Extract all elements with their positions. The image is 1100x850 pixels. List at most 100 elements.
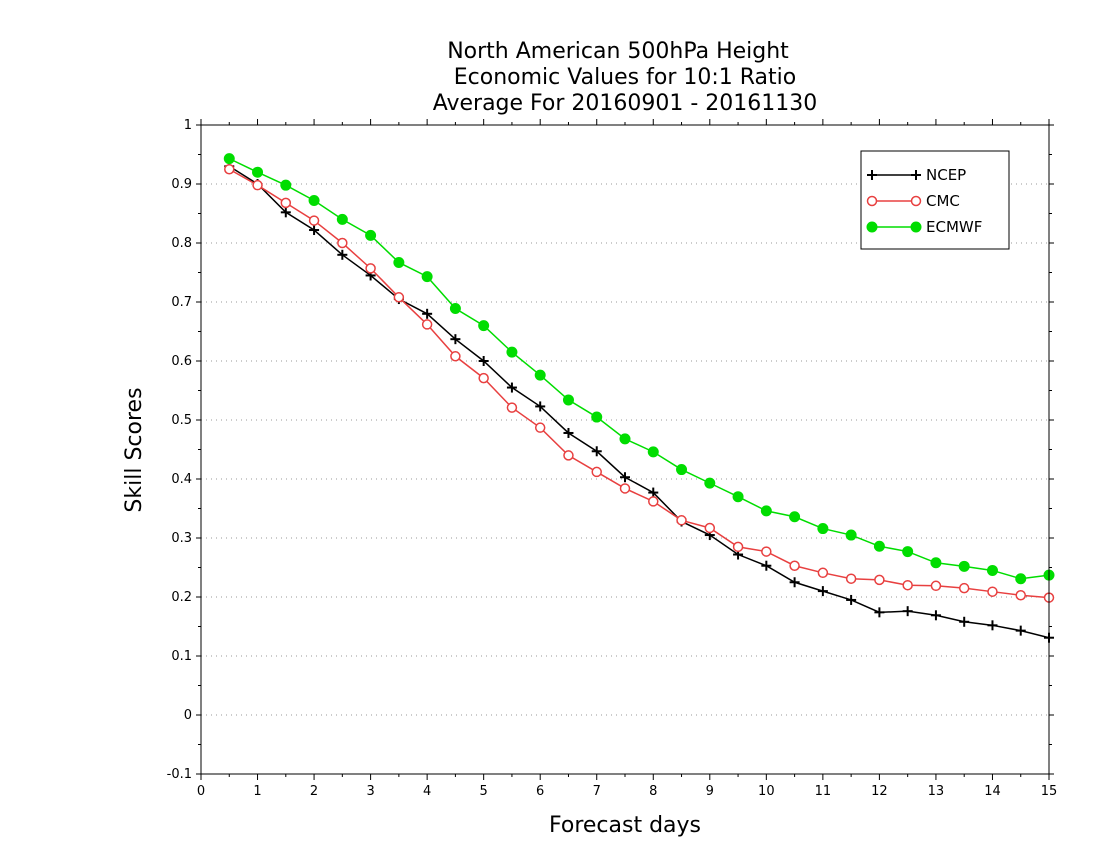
- data-point-ncep: [1015, 625, 1026, 636]
- data-point-ecmwf: [365, 229, 377, 241]
- data-point-ncep: [422, 308, 433, 319]
- data-point-ncep: [591, 446, 602, 457]
- data-point-cmc: [308, 215, 320, 226]
- y-tick-label: 0: [184, 708, 192, 723]
- data-point-ncep: [987, 620, 998, 631]
- data-point-ecmwf: [393, 256, 405, 268]
- data-point-ecmwf: [902, 546, 914, 558]
- series-cmc: [224, 164, 1055, 603]
- data-point-cmc: [648, 496, 659, 507]
- data-point-cmc: [845, 573, 857, 584]
- data-point-ecmwf: [534, 369, 546, 381]
- data-point-ecmwf: [308, 195, 320, 207]
- data-point-ecmwf: [506, 346, 518, 358]
- x-tick-label: 12: [871, 784, 888, 799]
- data-point-ecmwf: [252, 166, 264, 178]
- x-tick-label: 11: [815, 784, 832, 799]
- x-tick-label: 6: [536, 784, 544, 799]
- x-tick-label: 4: [423, 784, 431, 799]
- y-tick-label: 0.9: [171, 177, 192, 192]
- data-point-ncep: [620, 472, 630, 483]
- data-point-ecmwf: [986, 564, 998, 576]
- gridlines: [201, 183, 1049, 716]
- x-tick-label: 3: [366, 784, 374, 799]
- data-point-ncep: [846, 594, 857, 605]
- data-point-cmc: [958, 582, 970, 594]
- data-point-ecmwf: [478, 320, 490, 332]
- data-point-cmc: [676, 515, 687, 526]
- y-tick-label: 0.2: [171, 590, 192, 605]
- data-point-ecmwf: [449, 302, 461, 314]
- data-point-cmc: [817, 567, 829, 579]
- data-point-ncep: [506, 382, 517, 393]
- data-point-cmc: [450, 351, 461, 362]
- data-point-ncep: [337, 249, 348, 260]
- data-point-cmc: [874, 574, 885, 586]
- legend-label-ncep: NCEP: [926, 166, 966, 184]
- legend-item-cmc: CMC: [866, 192, 960, 210]
- data-point-ncep: [450, 334, 461, 345]
- legend-item-ecmwf: ECMWF: [866, 218, 982, 236]
- data-point-ecmwf: [562, 394, 574, 406]
- x-tick-label: 13: [928, 784, 945, 799]
- data-point-ecmwf: [619, 433, 631, 445]
- data-point-ncep: [535, 401, 546, 412]
- series-ecmwf: [223, 153, 1055, 585]
- x-tick-label: 9: [706, 784, 714, 799]
- y-tick-label: 0.7: [171, 295, 192, 310]
- title-line-3: Average For 20160901 - 20161130: [433, 91, 818, 116]
- data-point-ecmwf: [930, 557, 942, 569]
- legend-marker-cmc: [910, 195, 922, 207]
- legend-marker-cmc: [866, 195, 878, 207]
- x-tick-label: 5: [480, 784, 488, 799]
- title-line-1: North American 500hPa Height: [447, 39, 789, 64]
- x-tick-label: 10: [758, 784, 775, 799]
- series-layer: [223, 153, 1055, 643]
- data-point-cmc: [478, 372, 489, 384]
- x-tick-label: 2: [310, 784, 318, 799]
- data-point-cmc: [987, 586, 998, 597]
- data-point-ncep: [309, 225, 320, 236]
- data-point-ncep: [874, 607, 885, 618]
- data-point-ecmwf: [223, 153, 235, 165]
- legend-marker-ncep: [911, 170, 921, 180]
- data-point-ecmwf: [760, 505, 772, 517]
- legend-label-cmc: CMC: [926, 192, 960, 210]
- plot-area-frame: [200, 124, 1050, 775]
- data-point-cmc: [252, 179, 263, 191]
- data-point-ecmwf: [676, 464, 688, 476]
- y-tick-label: 0.1: [171, 649, 192, 664]
- data-point-ncep: [761, 560, 772, 571]
- x-tick-label: 8: [649, 784, 657, 799]
- legend-marker-ncep: [867, 170, 877, 180]
- data-point-ncep: [930, 610, 941, 621]
- data-point-cmc: [280, 197, 292, 209]
- legend-marker-ecmwf: [910, 221, 922, 233]
- y-tick-label: 1: [184, 118, 192, 133]
- y-tick-label: 0.6: [171, 354, 192, 369]
- data-point-cmc: [704, 522, 716, 534]
- legend-label-ecmwf: ECMWF: [926, 218, 982, 236]
- data-point-ecmwf: [873, 540, 885, 552]
- y-axis-label: Skill Scores: [122, 387, 147, 512]
- data-point-ncep: [478, 356, 489, 366]
- data-point-ecmwf: [817, 523, 829, 535]
- legend-marker-ecmwf: [866, 221, 878, 233]
- data-point-cmc: [789, 560, 800, 571]
- y-tick-label: 0.5: [171, 413, 192, 428]
- data-point-ncep: [789, 577, 800, 588]
- data-point-cmc: [365, 263, 376, 274]
- legend-box: [860, 150, 1010, 250]
- data-point-cmc: [930, 580, 942, 592]
- data-point-ecmwf: [280, 179, 292, 191]
- data-point-cmc: [563, 450, 574, 461]
- data-point-cmc: [732, 541, 744, 553]
- data-point-ncep: [817, 586, 828, 597]
- data-point-cmc: [761, 546, 772, 557]
- legend-item-ncep: NCEP: [867, 166, 966, 184]
- data-point-cmc: [224, 164, 235, 175]
- y-tick-label: 0.3: [171, 531, 192, 546]
- data-point-cmc: [619, 483, 631, 494]
- chart-title: North American 500hPa Height Economic Va…: [433, 39, 818, 116]
